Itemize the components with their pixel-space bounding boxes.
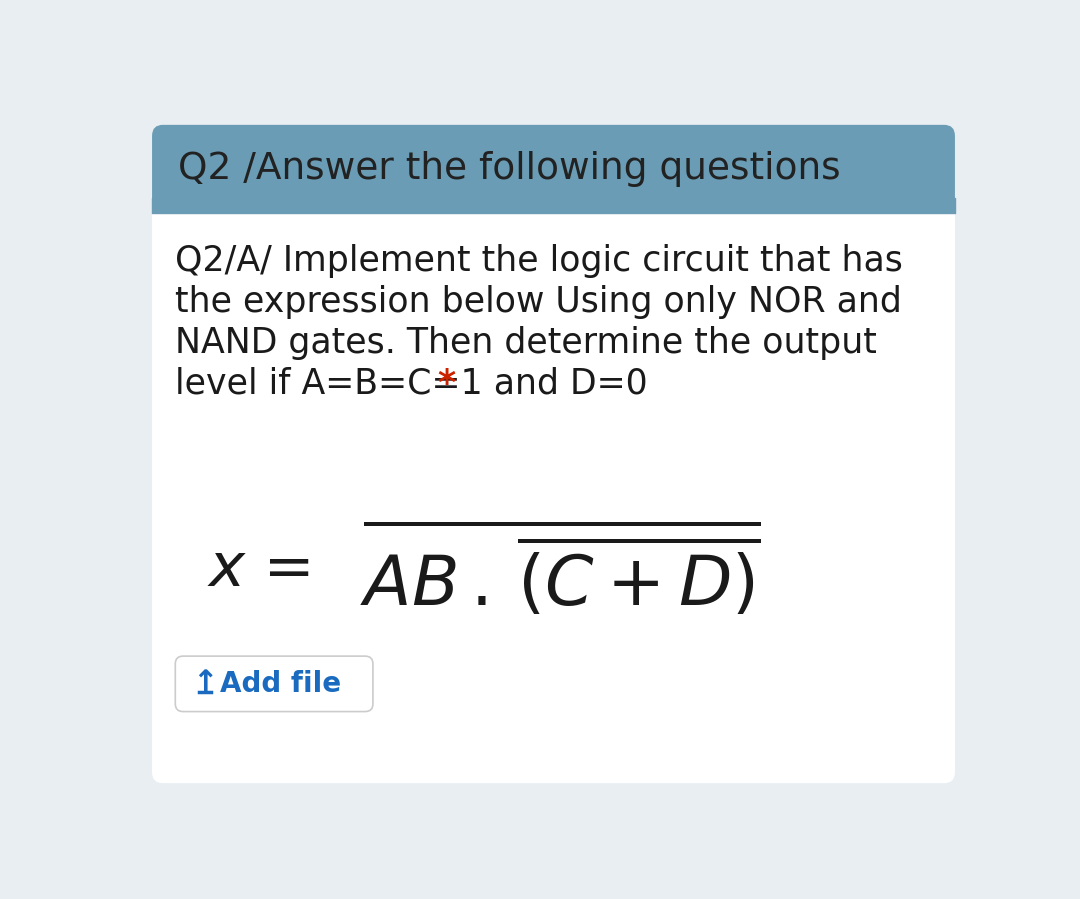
Text: level if A=B=C=1 and D=0: level if A=B=C=1 and D=0 [175, 367, 659, 401]
Text: Q2/A/ Implement the logic circuit that has: Q2/A/ Implement the logic circuit that h… [175, 245, 903, 278]
Text: x =: x = [208, 539, 315, 599]
Text: ↑: ↑ [192, 670, 217, 699]
FancyBboxPatch shape [152, 125, 955, 783]
FancyBboxPatch shape [152, 125, 955, 213]
Text: NAND gates. Then determine the output: NAND gates. Then determine the output [175, 325, 877, 360]
Text: Add file: Add file [220, 670, 341, 698]
Text: *: * [437, 367, 455, 401]
FancyBboxPatch shape [175, 656, 373, 712]
Text: $\overline{AB\,.\,\overline{(C + D)}}$: $\overline{AB\,.\,\overline{(C + D)}}$ [360, 519, 760, 619]
Text: Q2 /Answer the following questions: Q2 /Answer the following questions [177, 151, 840, 187]
Text: the expression below Using only NOR and: the expression below Using only NOR and [175, 285, 902, 319]
